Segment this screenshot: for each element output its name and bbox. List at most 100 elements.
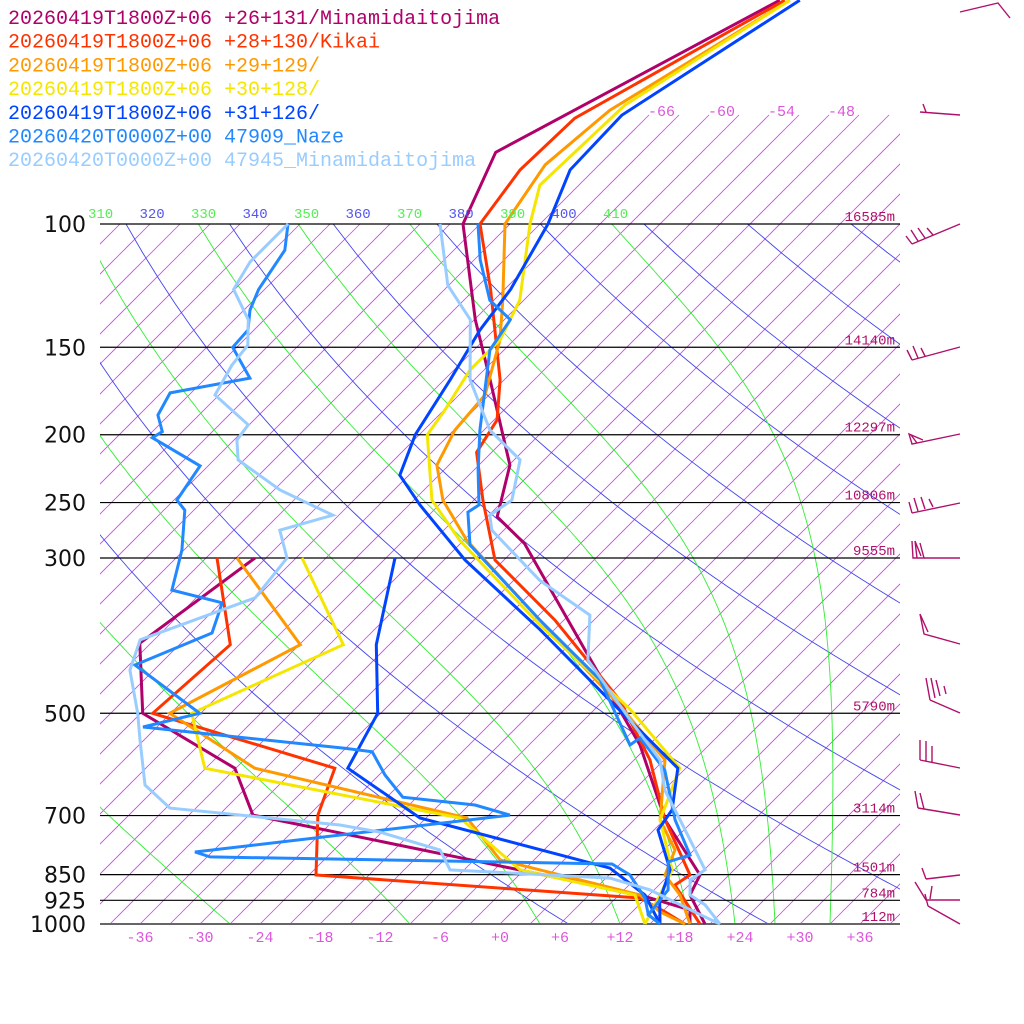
height-label: 9555m — [853, 544, 895, 560]
isotherm-line — [100, 114, 770, 785]
isotherm-line — [139, 163, 900, 924]
theta-label: 400 — [552, 207, 577, 223]
isotherm-line — [100, 223, 301, 425]
series-6-dewpoint-line — [131, 223, 661, 926]
legend-entry: 20260419T1800Z+06 +26+131/Minamidaitojim… — [8, 8, 500, 31]
wind-barb-icon — [919, 740, 961, 769]
series-4-temperature-line — [425, 0, 791, 925]
height-label: 3114m — [853, 802, 895, 818]
pressure-tick-label: 850 — [44, 864, 86, 889]
series-4-dewpoint-line — [189, 557, 647, 925]
height-label: 5790m — [853, 699, 895, 715]
legend-entry: 20260419T1800Z+06 +31+126/ — [8, 103, 320, 126]
temperature-tick-label: +18 — [666, 930, 693, 947]
series-2-temperature-line — [475, 0, 786, 925]
theta-label: 390 — [500, 207, 525, 223]
theta-label: 340 — [243, 207, 268, 223]
temperature-tick-label: -12 — [366, 930, 393, 947]
isotherm-label: -60 — [708, 104, 735, 121]
height-label: 14140m — [845, 333, 895, 349]
pressure-tick-label: 925 — [44, 889, 86, 914]
isotherm-line — [100, 223, 421, 545]
isotherm-line — [439, 463, 900, 924]
isotherm-line — [100, 223, 241, 365]
isotherm-line — [739, 763, 900, 924]
height-label: 112m — [861, 910, 895, 926]
isotherm-label: -48 — [828, 104, 855, 121]
temperature-tick-label: +24 — [726, 930, 753, 947]
isotherm-line — [499, 523, 900, 924]
series-7-temperature-line — [438, 223, 722, 925]
isotherm-line — [100, 223, 481, 605]
isotherm-line — [589, 613, 900, 924]
wind-barb-icon — [959, 2, 1011, 19]
wind-barb-icon — [914, 790, 961, 816]
isotherm-line — [100, 223, 271, 395]
isotherm-line — [100, 114, 890, 905]
temperature-tick-label: +30 — [786, 930, 813, 947]
theta-label: 410 — [603, 207, 628, 223]
temperature-tick-label: -18 — [306, 930, 333, 947]
wind-barb-icon — [925, 677, 961, 714]
wind-barb-icon — [906, 345, 961, 361]
isotherm-line — [100, 223, 361, 485]
isotherm-line — [649, 673, 900, 924]
theta-label: 310 — [88, 207, 113, 223]
height-label: 784m — [861, 886, 895, 902]
isotherm-line — [100, 223, 451, 575]
pressure-tick-label: 500 — [44, 702, 86, 727]
isotherm-line — [349, 373, 900, 924]
temperature-tick-label: -24 — [246, 930, 273, 947]
pressure-tick-label: 700 — [44, 805, 86, 830]
isotherm-line — [679, 703, 900, 924]
isotherm-line — [619, 643, 900, 924]
sounding-series — [128, 0, 801, 926]
isotherm-line — [319, 343, 900, 924]
theta-label: 320 — [140, 207, 165, 223]
series-3-temperature-line — [435, 0, 791, 925]
isotherm-line — [100, 114, 800, 815]
legend-entry: 20260419T1800Z+06 +29+129/ — [8, 55, 320, 78]
series-6-temperature-line — [466, 223, 693, 926]
legend-entry: 20260419T1800Z+06 +30+128/ — [8, 79, 320, 102]
isotherm-label: -54 — [768, 104, 795, 121]
legend-entry: 20260419T1800Z+06 +28+130/Kikai — [8, 32, 380, 55]
height-label: 12297m — [845, 421, 895, 437]
isotherm-line — [289, 313, 900, 924]
isotherm-line — [379, 403, 900, 924]
temperature-tick-label: +6 — [551, 930, 569, 947]
isotherm-line — [100, 114, 830, 845]
wind-barb-icon — [907, 432, 961, 445]
isotherm-line — [469, 493, 900, 924]
temperature-tick-label: +0 — [491, 930, 509, 947]
isotherm-line — [559, 583, 900, 924]
isotherm-line — [100, 114, 710, 725]
isotherm-line — [100, 223, 391, 515]
isotherm-line — [709, 733, 900, 924]
legend-entry: 20260420T0000Z+00 47909_Naze — [8, 127, 344, 150]
isotherm-line — [109, 133, 900, 924]
legend-entry: 20260420T0000Z+00 47945_Minamidaitojima — [8, 150, 476, 173]
wind-barb-icon — [924, 893, 961, 925]
series-7-dewpoint-line — [128, 222, 721, 926]
series-1-temperature-line — [461, 0, 781, 925]
theta-label: 330 — [191, 207, 216, 223]
wind-barb-icon — [919, 613, 961, 645]
height-label: 1501m — [853, 861, 895, 877]
isotherm-lines — [100, 114, 900, 924]
pressure-tick-label: 200 — [44, 424, 86, 449]
isotherm-line — [100, 114, 650, 665]
pressure-tick-label: 150 — [44, 336, 86, 361]
temperature-tick-label: -30 — [186, 930, 213, 947]
wind-barbs — [905, 2, 1011, 925]
legend: 20260419T1800Z+06 +26+131/Minamidaitojim… — [8, 8, 500, 173]
pressure-tick-label: 1000 — [30, 913, 86, 938]
temperature-tick-label: -36 — [126, 930, 153, 947]
temperature-tick-label: +12 — [606, 930, 633, 947]
isotherm-line — [100, 223, 511, 635]
wind-barb-icon — [908, 496, 961, 514]
theta-label: 380 — [449, 207, 474, 223]
temperature-tick-label: -6 — [431, 930, 449, 947]
